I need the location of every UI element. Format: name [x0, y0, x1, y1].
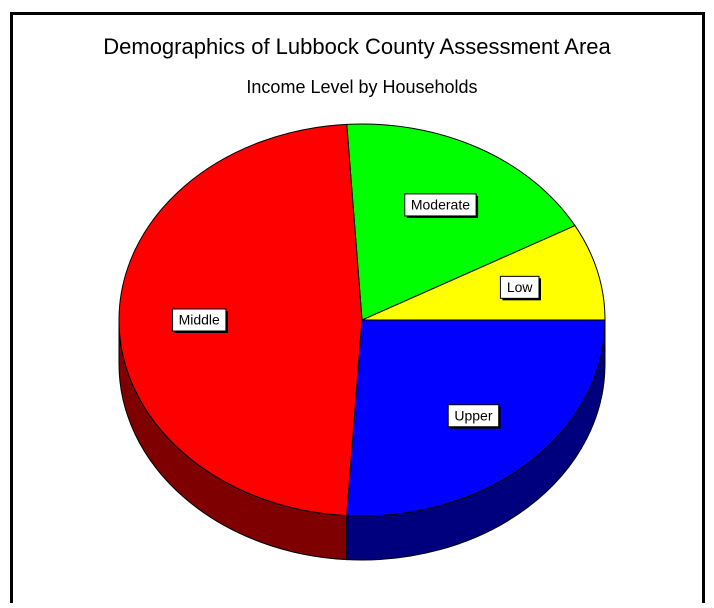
- slice-label: Middle: [171, 308, 228, 333]
- chart-subtitle: Income Level by Households: [246, 77, 477, 97]
- label-box: [447, 404, 500, 428]
- slice-label-text: Moderate: [411, 197, 470, 213]
- pie-slice: [361, 224, 606, 321]
- label-box: [171, 308, 227, 332]
- slice-label-text: Upper: [454, 407, 492, 423]
- pie-slice: [118, 123, 363, 517]
- label-box: [499, 275, 540, 299]
- slice-label: Low: [499, 275, 541, 301]
- chart-title: Demographics of Lubbock County Assessmen…: [103, 34, 611, 59]
- label-box: [404, 193, 477, 217]
- slice-label-text: Middle: [179, 312, 220, 328]
- pie-slice: [346, 123, 576, 321]
- slice-label: Moderate: [404, 193, 479, 218]
- slice-label: Upper: [447, 404, 501, 429]
- slice-label-text: Low: [507, 279, 534, 295]
